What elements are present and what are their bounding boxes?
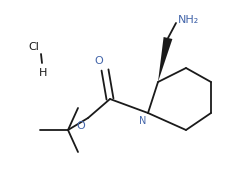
Text: H: H [39,68,47,78]
Text: Cl: Cl [28,42,39,52]
Text: NH₂: NH₂ [177,15,198,25]
Text: O: O [76,121,85,131]
Text: N: N [138,116,145,126]
Polygon shape [157,37,172,82]
Text: O: O [94,56,103,66]
